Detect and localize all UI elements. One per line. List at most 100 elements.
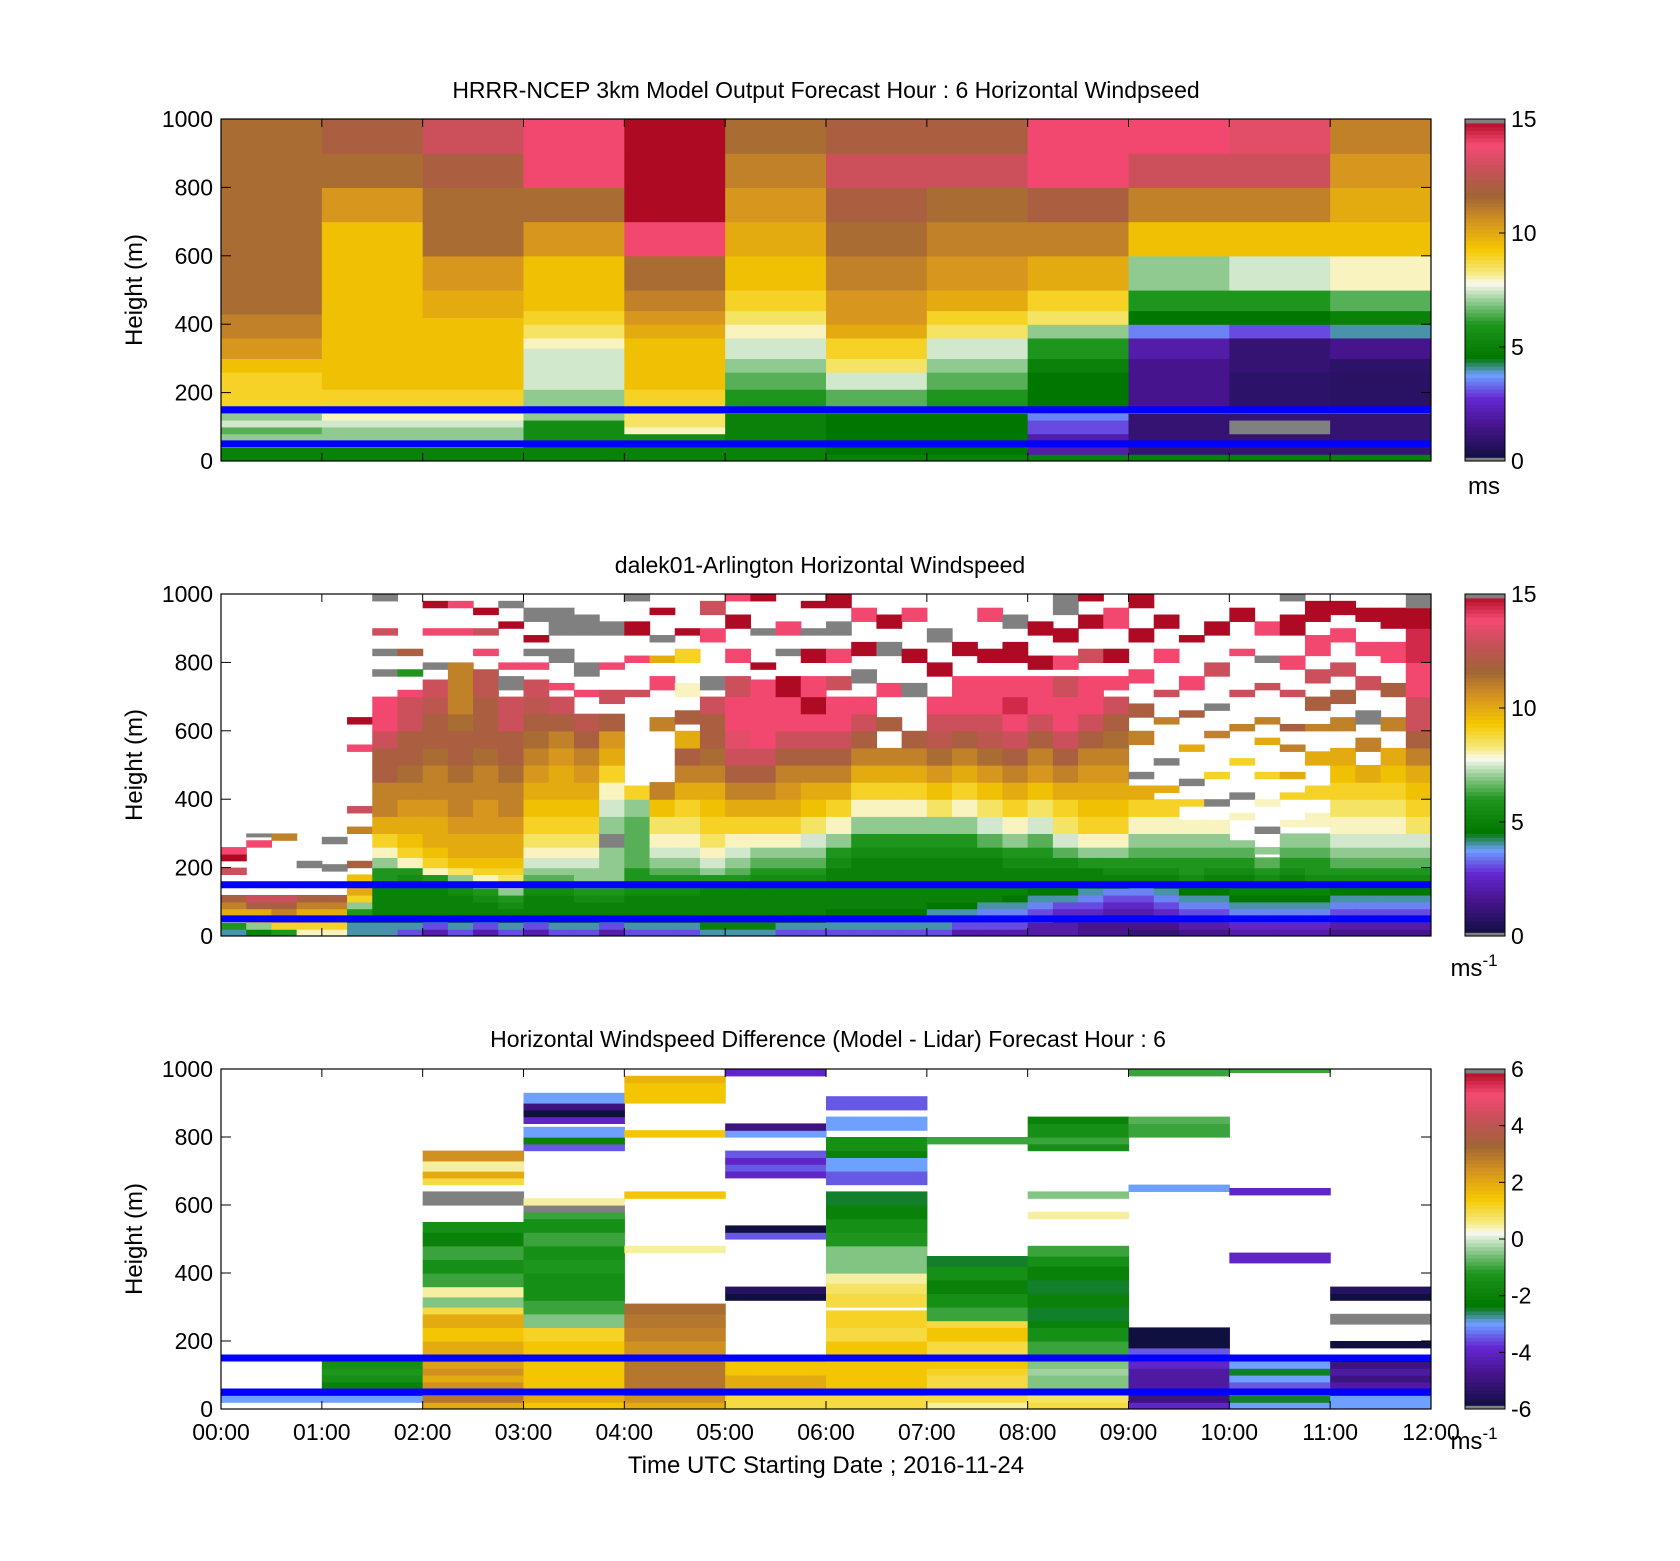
heatmap-cell <box>599 894 625 903</box>
heatmap-cell <box>699 894 726 903</box>
heatmap-cell <box>523 1092 625 1104</box>
heatmap-cell <box>674 710 701 725</box>
colorbar-segment <box>1465 176 1505 181</box>
heatmap-cell <box>1229 337 1331 359</box>
heatmap-cell <box>926 857 953 869</box>
heatmap-cell <box>1128 337 1230 359</box>
colorbar-segment <box>1465 445 1505 451</box>
heatmap-cell <box>1178 867 1205 876</box>
heatmap-cell <box>1204 771 1230 780</box>
heatmap-cell <box>725 833 751 848</box>
colorbar-segment <box>1465 130 1505 135</box>
heatmap-cell <box>548 696 575 715</box>
heatmap-cell <box>699 867 726 876</box>
colorbar-segment <box>1465 749 1505 755</box>
heatmap-cell <box>1330 929 1356 936</box>
colorbar-segment <box>1465 635 1505 641</box>
heatmap-cell <box>926 1293 1029 1308</box>
heatmap-cell <box>599 874 625 882</box>
heatmap-cell <box>624 857 651 869</box>
colorbar-segment <box>1465 419 1505 424</box>
heatmap-cell <box>221 413 323 421</box>
heatmap-cell <box>422 1395 525 1403</box>
heatmap-cell <box>1254 908 1281 917</box>
heatmap-cell <box>523 221 625 257</box>
colorbar-segment <box>1465 233 1505 238</box>
heatmap-cell <box>1380 908 1407 917</box>
heatmap-cell <box>1229 1069 1331 1073</box>
colorbar-segment <box>1465 738 1505 743</box>
heatmap-cell <box>221 447 323 455</box>
heatmap-cell <box>725 1375 827 1383</box>
heatmap-cell <box>1128 324 1230 339</box>
heatmap-cell <box>1153 785 1180 793</box>
heatmap-cell <box>649 929 676 936</box>
heatmap-cell <box>422 1361 525 1369</box>
heatmap-cell <box>523 1375 625 1383</box>
heatmap-cell <box>851 867 878 876</box>
heatmap-cell <box>1027 119 1130 154</box>
heatmap-cell <box>599 713 625 732</box>
heatmap-cell <box>422 696 449 715</box>
heatmap-cell <box>649 857 676 869</box>
heatmap-cell <box>1229 372 1331 390</box>
heatmap-cell <box>725 426 827 435</box>
heatmap-cell <box>624 785 651 800</box>
heatmap-cell <box>1330 833 1356 848</box>
heatmap-cell <box>422 922 449 930</box>
heatmap-cell <box>1254 867 1281 876</box>
heatmap-cell <box>498 874 525 882</box>
heatmap-cell <box>1380 765 1407 783</box>
heatmap-cell <box>624 221 726 257</box>
heatmap-cell <box>674 874 701 882</box>
colorbar-segment <box>1465 711 1505 717</box>
y-tick-label: 800 <box>175 649 213 675</box>
heatmap-cell <box>926 1313 1029 1322</box>
heatmap-cell <box>1330 628 1356 643</box>
colorbar-segment <box>1465 734 1505 739</box>
heatmap-cell <box>523 119 625 154</box>
colorbar-segment <box>1465 1110 1505 1115</box>
heatmap-cell <box>1027 358 1130 373</box>
heatmap-cell <box>826 324 928 339</box>
heatmap-cell <box>523 679 550 698</box>
heatmap-cell <box>372 847 399 858</box>
heatmap-cell <box>321 413 424 421</box>
colorbar-segment <box>1465 715 1505 720</box>
heatmap-cell <box>1052 894 1079 903</box>
heatmap-cell <box>926 255 1029 291</box>
heatmap-cell <box>826 1310 928 1328</box>
heatmap-cell <box>926 119 1029 154</box>
heatmap-cell <box>952 641 978 657</box>
heatmap-cell <box>725 324 827 339</box>
heatmap-cell <box>422 1259 525 1274</box>
heatmap-cell <box>372 894 399 903</box>
heatmap-cell <box>523 1273 625 1288</box>
heatmap-cell <box>473 799 499 817</box>
heatmap-cell <box>901 816 928 834</box>
heatmap-cell <box>926 1368 1029 1376</box>
colorbar-segment <box>1465 753 1505 758</box>
heatmap-cell <box>674 682 701 698</box>
heatmap-cell <box>624 1368 726 1376</box>
colorbar-segment <box>1465 708 1505 713</box>
heatmap-cell <box>1027 372 1130 390</box>
heatmap-cell <box>725 221 827 257</box>
heatmap-cell <box>1002 833 1029 848</box>
x-tick-label: 12:00 <box>1402 1419 1460 1445</box>
heatmap-cell <box>876 922 903 930</box>
heatmap-cell <box>1304 751 1331 766</box>
heatmap-cell <box>447 713 474 732</box>
heatmap-cell <box>447 799 474 817</box>
heatmap-cell <box>1128 221 1230 257</box>
colorbar-segment <box>1465 358 1505 363</box>
colorbar-segment <box>1465 632 1505 637</box>
heatmap-cell <box>1204 833 1230 848</box>
heatmap-cell <box>1330 119 1431 154</box>
heatmap-cell <box>1304 894 1331 903</box>
heatmap-cell <box>800 874 827 882</box>
heatmap-cell <box>573 614 600 636</box>
heatmap-cell <box>523 782 550 800</box>
heatmap-cell <box>1178 908 1205 917</box>
heatmap-cell <box>1304 922 1331 930</box>
